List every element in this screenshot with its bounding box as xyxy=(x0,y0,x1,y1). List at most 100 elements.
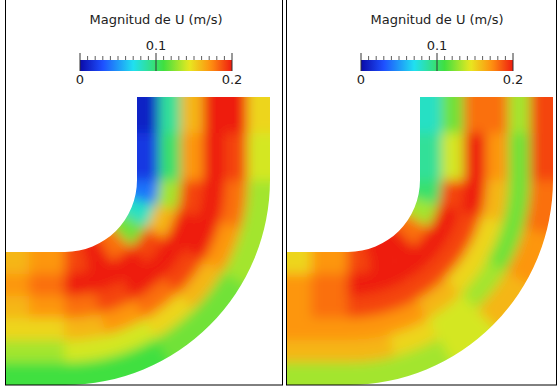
minor-tick xyxy=(475,56,476,60)
cell xyxy=(181,133,203,181)
cell xyxy=(248,133,282,181)
minor-tick xyxy=(383,56,384,60)
cell xyxy=(0,319,30,341)
minor-tick xyxy=(482,56,483,60)
cell xyxy=(275,296,312,318)
tick xyxy=(156,53,157,71)
tick xyxy=(513,53,514,71)
panel: Magnitud de U (m/s) 0 0.1 0.2 xyxy=(0,0,283,387)
colorbar-title: Magnitud de U (m/s) xyxy=(90,12,223,27)
minor-tick xyxy=(429,56,430,60)
cell xyxy=(442,133,464,181)
minor-tick xyxy=(118,56,119,60)
cell xyxy=(125,133,159,181)
minor-tick xyxy=(216,56,217,60)
panel: Magnitud de U (m/s) 0 0.1 0.2 xyxy=(275,0,560,387)
minor-tick xyxy=(125,56,126,60)
tick xyxy=(80,53,81,71)
minor-tick xyxy=(399,56,400,60)
cell xyxy=(159,85,181,133)
cell xyxy=(125,85,159,133)
minor-tick xyxy=(110,56,111,60)
cell xyxy=(242,180,282,236)
cell xyxy=(204,133,226,181)
cell xyxy=(248,85,282,133)
cell xyxy=(226,133,248,181)
tick-label: 0.1 xyxy=(427,38,448,53)
cell xyxy=(30,296,66,318)
cell xyxy=(408,85,442,133)
cell xyxy=(223,227,274,288)
colorbar-title: Magnitud de U (m/s) xyxy=(371,12,504,27)
tick-label: 0.2 xyxy=(503,72,524,87)
cell xyxy=(312,240,349,274)
cell xyxy=(30,274,66,296)
cell xyxy=(531,133,560,181)
cell xyxy=(312,296,349,318)
minor-tick xyxy=(171,56,172,60)
cell xyxy=(477,271,536,333)
field xyxy=(275,85,560,387)
cell xyxy=(30,341,66,363)
minor-tick xyxy=(490,56,491,60)
minor-tick xyxy=(376,56,377,60)
cell xyxy=(0,363,30,387)
cell xyxy=(181,85,203,133)
cell xyxy=(0,274,30,296)
cell xyxy=(348,357,404,387)
cell xyxy=(30,240,66,274)
minor-tick xyxy=(201,56,202,60)
minor-tick xyxy=(368,56,369,60)
cell xyxy=(275,363,312,387)
tick xyxy=(232,53,233,71)
cell xyxy=(156,180,181,210)
cell xyxy=(509,85,531,133)
cell xyxy=(0,341,30,363)
tick-label: 0.2 xyxy=(222,72,243,87)
cell xyxy=(406,180,442,204)
minor-tick xyxy=(505,56,506,60)
minor-tick xyxy=(421,56,422,60)
minor-tick xyxy=(406,56,407,60)
minor-tick xyxy=(140,56,141,60)
tick xyxy=(437,53,438,71)
cell xyxy=(275,319,312,341)
cell xyxy=(312,341,349,363)
frame xyxy=(6,0,283,385)
minor-tick xyxy=(444,56,445,60)
minor-tick xyxy=(194,56,195,60)
cell xyxy=(275,341,312,363)
cell xyxy=(442,85,464,133)
minor-tick xyxy=(459,56,460,60)
cell xyxy=(509,133,531,181)
cell xyxy=(0,240,30,274)
minor-tick xyxy=(186,56,187,60)
minor-tick xyxy=(163,56,164,60)
cell xyxy=(226,85,248,133)
cell xyxy=(439,180,464,210)
cell xyxy=(275,274,312,296)
cell xyxy=(204,85,226,133)
cell xyxy=(194,271,253,333)
tick-label: 0 xyxy=(357,72,365,87)
minor-tick xyxy=(452,56,453,60)
tick-label: 0 xyxy=(76,72,84,87)
field-cells xyxy=(0,85,282,387)
minor-tick xyxy=(209,56,210,60)
field-cells xyxy=(275,85,560,387)
cell xyxy=(408,133,442,181)
cell xyxy=(312,363,349,387)
field xyxy=(0,85,282,387)
minor-tick xyxy=(178,56,179,60)
frame xyxy=(287,0,557,385)
cell xyxy=(312,274,349,296)
minor-tick xyxy=(467,56,468,60)
cell xyxy=(159,133,181,181)
cell xyxy=(531,85,560,133)
minor-tick xyxy=(224,56,225,60)
cell xyxy=(487,133,509,181)
tick-label: 0.1 xyxy=(146,38,167,53)
minor-tick xyxy=(87,56,88,60)
cell xyxy=(464,133,486,181)
cell xyxy=(464,85,486,133)
